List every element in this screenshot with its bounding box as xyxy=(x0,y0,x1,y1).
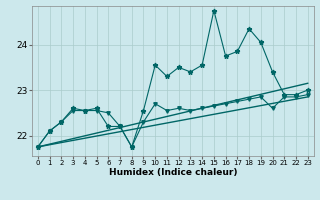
X-axis label: Humidex (Indice chaleur): Humidex (Indice chaleur) xyxy=(108,168,237,177)
